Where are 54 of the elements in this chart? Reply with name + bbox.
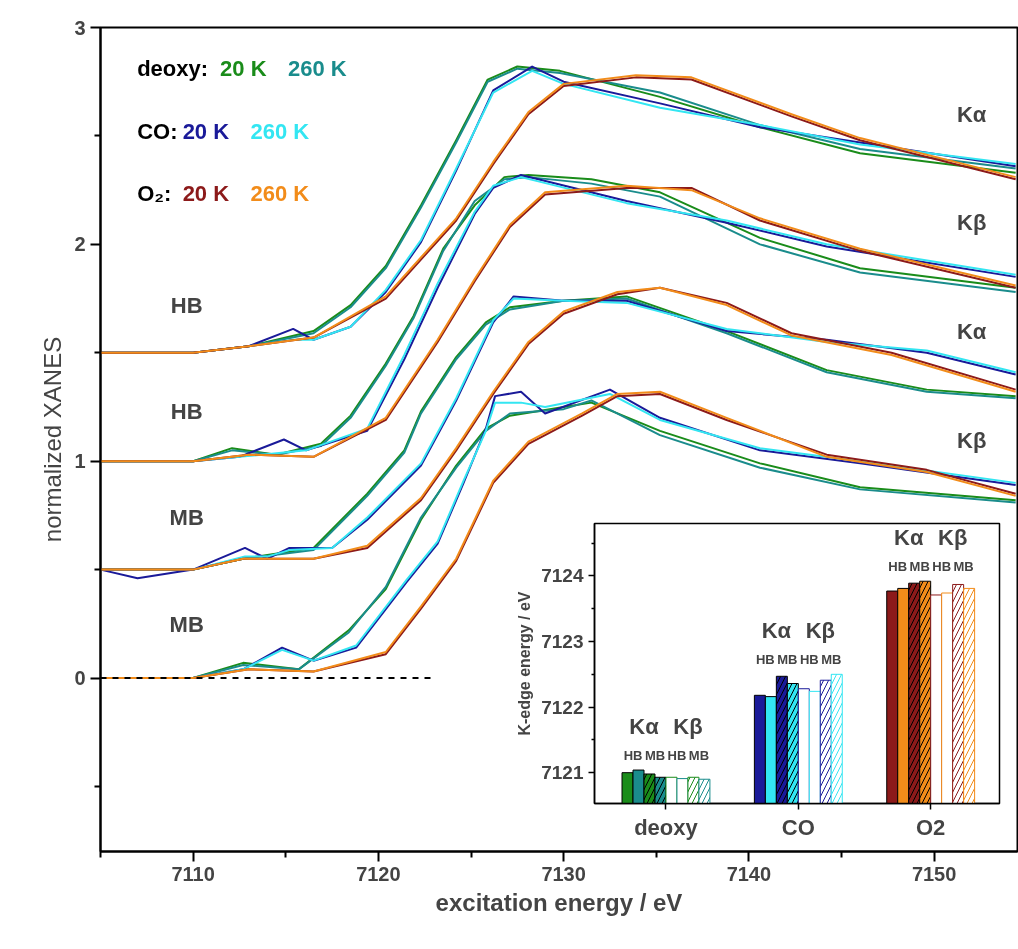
x-tick-label: 7150 (911, 862, 957, 885)
annotation: Kα (629, 714, 660, 740)
y-tick-label: 3 (74, 16, 86, 39)
annotation: MB (953, 559, 974, 575)
text: 20 K (182, 118, 230, 144)
text: 20 K (220, 56, 267, 82)
annotation: CO: (137, 118, 178, 144)
annotation: Kα (761, 618, 792, 644)
x-tick-label: CO (781, 814, 815, 840)
annotation: MB (688, 748, 710, 763)
text: 260 K (250, 181, 310, 207)
y-tick-label: 7123 (541, 631, 584, 653)
annotation: HB (667, 748, 687, 763)
annotation: HB (623, 748, 643, 763)
annotation: Kβ (956, 210, 987, 236)
annotation: Kα (956, 319, 987, 345)
x-tick-label: 7120 (356, 862, 401, 885)
y-tick-label: 0 (74, 667, 86, 690)
y-axis-title: K-edge energy / eV (516, 591, 534, 736)
y-tick-label: 7124 (541, 565, 584, 587)
annotation: Kβ (673, 714, 703, 740)
annotation: HB (755, 652, 775, 668)
annotation: HB (799, 652, 819, 668)
y-axis-title: normalized XANES (39, 336, 67, 543)
y-tick-label: 2 (74, 233, 86, 256)
annotation: MB (777, 652, 798, 668)
annotation: HB (170, 398, 203, 424)
annotation: Kβ (956, 427, 987, 453)
annotation: deoxy: (137, 56, 209, 82)
annotation: MB (169, 611, 204, 637)
annotation: HB (170, 292, 203, 318)
annotation: Kβ (805, 618, 835, 644)
annotation: HB (932, 559, 952, 575)
text: 20 K (182, 181, 230, 207)
annotation: Kα (956, 101, 987, 127)
x-tick-label: 7140 (726, 862, 772, 885)
annotation: MB (821, 652, 842, 668)
y-tick-label: 7122 (541, 696, 584, 718)
x-axis-title: excitation energy / eV (435, 888, 683, 916)
annotation: MB (909, 559, 930, 575)
annotation: Kα (894, 525, 924, 551)
annotation: MB (644, 748, 666, 763)
x-tick-label: 7130 (541, 862, 586, 885)
x-tick-label: 7110 (171, 862, 215, 885)
annotation: MB (169, 505, 204, 531)
x-tick-label: O2 (916, 814, 946, 840)
y-tick-label: 1 (74, 450, 86, 473)
x-tick-label: deoxy (634, 814, 699, 840)
y-tick-label: 7121 (541, 762, 584, 784)
annotation: HB (888, 559, 908, 575)
text: 260 K (250, 118, 310, 144)
annotation: O₂: (137, 181, 172, 207)
text: 260 K (288, 56, 347, 82)
annotation: Kβ (937, 525, 968, 551)
